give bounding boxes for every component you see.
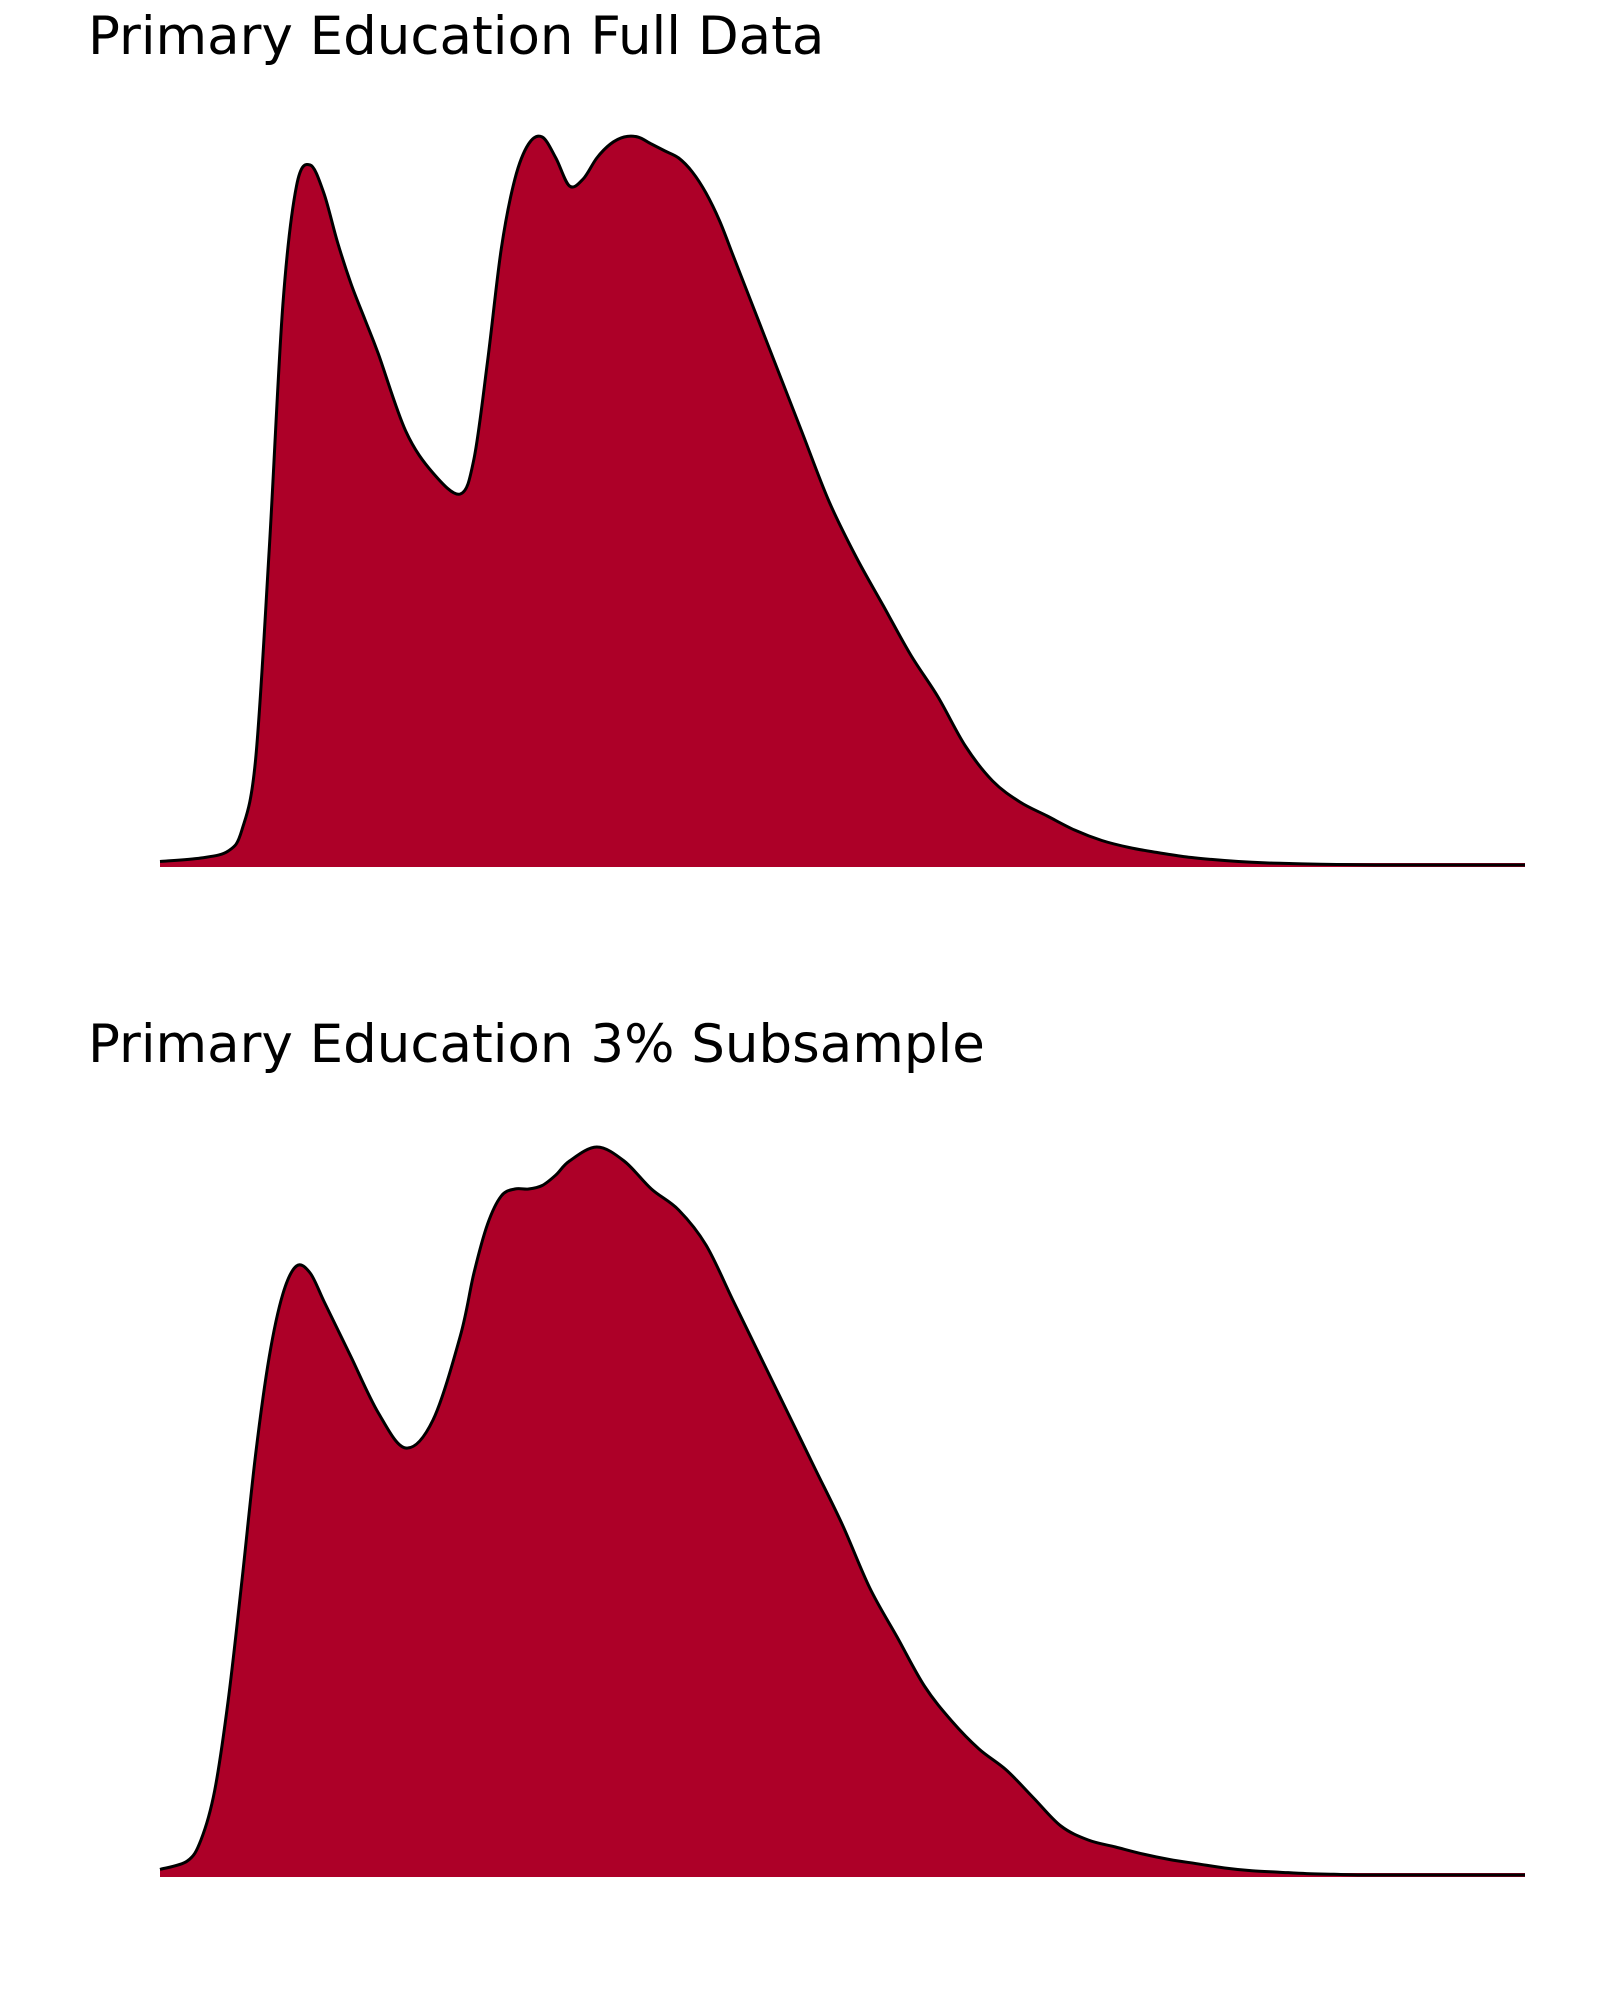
density-curve [159,134,1525,867]
density-area [160,136,1525,865]
chart-title: Primary Education 3% Subsample [88,1014,985,1075]
chart-title: Primary Education Full Data [88,6,825,67]
chart-panel-subsample: Primary Education 3% Subsample [0,1000,1600,2000]
chart-panel-full-data: Primary Education Full Data [0,0,1600,950]
density-plot-subsample [159,1145,1525,1877]
density-curve [159,1145,1525,1877]
density-plot-full-data [159,134,1525,867]
density-area [160,1147,1525,1875]
